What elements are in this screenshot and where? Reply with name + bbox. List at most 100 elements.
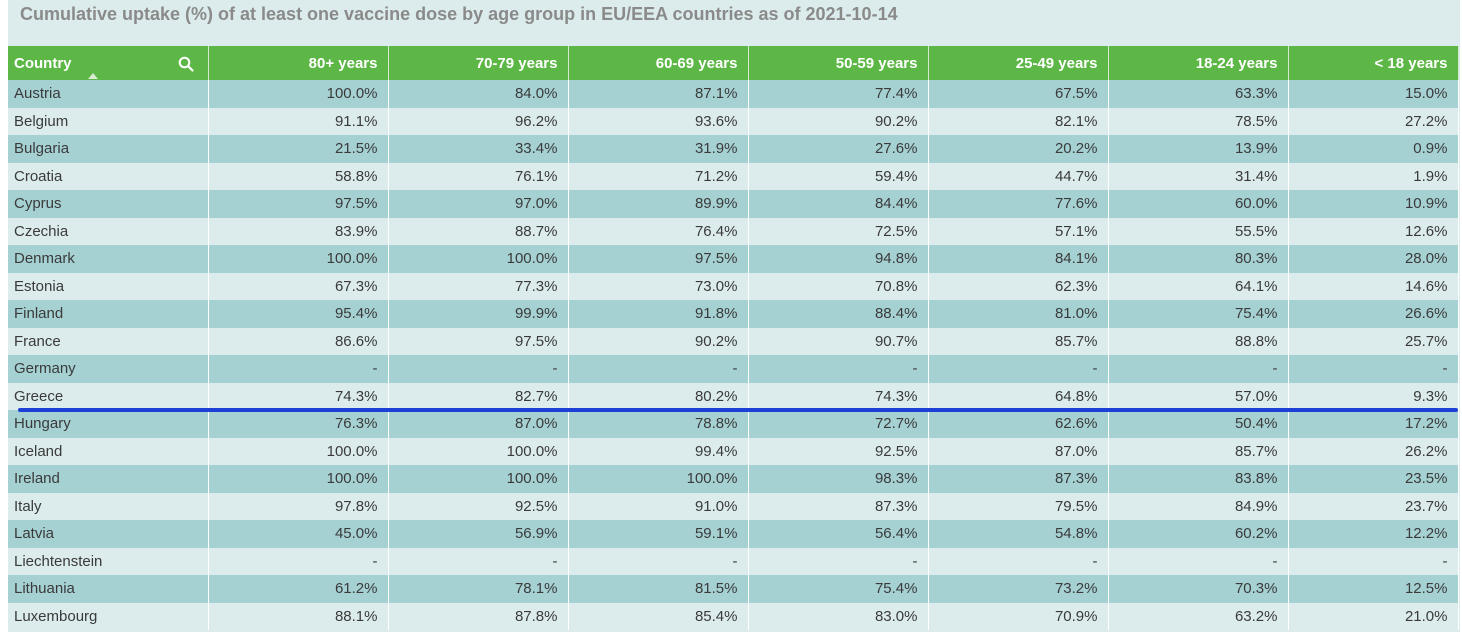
value-cell: 56.4% bbox=[748, 520, 929, 548]
value-cell: 87.3% bbox=[928, 465, 1109, 493]
column-header-label: Country bbox=[14, 54, 72, 72]
value-cell: 55.5% bbox=[1108, 217, 1289, 245]
value-cell: 73.2% bbox=[928, 575, 1109, 603]
value-cell: 87.8% bbox=[388, 602, 569, 630]
value-cell: 93.6% bbox=[568, 107, 749, 135]
country-cell: Cyprus bbox=[8, 190, 209, 218]
table-row: Bulgaria 21.5% 33.4% 31.9% 27.6% 20.2% 13.9% 0.… bbox=[8, 135, 1459, 163]
value-cell: 92.5% bbox=[388, 492, 569, 520]
value-cell: 12.6% bbox=[1288, 217, 1459, 245]
value-cell: 100.0% bbox=[388, 245, 569, 273]
column-header-80-plus[interactable]: 80+ years bbox=[208, 46, 389, 80]
value-cell: 84.0% bbox=[388, 80, 569, 108]
value-cell: 96.2% bbox=[388, 107, 569, 135]
value-cell: 100.0% bbox=[388, 437, 569, 465]
value-cell: 26.2% bbox=[1288, 437, 1459, 465]
table-row: Latvia 45.0% 56.9% 59.1% 56.4% 54.8% 60.2% 12.2… bbox=[8, 520, 1459, 548]
value-cell: 83.8% bbox=[1108, 465, 1289, 493]
search-icon[interactable] bbox=[178, 56, 194, 72]
value-cell: 99.4% bbox=[568, 437, 749, 465]
value-cell: 87.3% bbox=[748, 492, 929, 520]
column-header-country[interactable]: Country bbox=[8, 46, 209, 80]
value-cell: 88.8% bbox=[1108, 327, 1289, 355]
value-cell: 87.1% bbox=[568, 80, 749, 108]
value-cell: 100.0% bbox=[568, 465, 749, 493]
value-cell: - bbox=[388, 547, 569, 575]
country-cell: France bbox=[8, 327, 209, 355]
value-cell: 21.5% bbox=[208, 135, 389, 163]
value-cell: 78.1% bbox=[388, 575, 569, 603]
value-cell: 100.0% bbox=[388, 465, 569, 493]
value-cell: 77.4% bbox=[748, 80, 929, 108]
value-cell: 59.1% bbox=[568, 520, 749, 548]
column-header-25-49[interactable]: 25-49 years bbox=[928, 46, 1109, 80]
value-cell: 21.0% bbox=[1288, 602, 1459, 630]
table-row: Estonia 67.3% 77.3% 73.0% 70.8% 62.3% 64.1% 14.… bbox=[8, 272, 1459, 300]
value-cell: 45.0% bbox=[208, 520, 389, 548]
column-header-70-79[interactable]: 70-79 years bbox=[388, 46, 569, 80]
country-cell: Germany bbox=[8, 355, 209, 383]
column-header-50-59[interactable]: 50-59 years bbox=[748, 46, 929, 80]
table-row: Ireland 100.0% 100.0% 100.0% 98.3% 87.3% 83.8%… bbox=[8, 465, 1459, 493]
value-cell: 79.5% bbox=[928, 492, 1109, 520]
value-cell: 84.1% bbox=[928, 245, 1109, 273]
country-cell: Bulgaria bbox=[8, 135, 209, 163]
table-title: Cumulative uptake (%) of at least one va… bbox=[20, 4, 898, 24]
value-cell: 98.3% bbox=[748, 465, 929, 493]
value-cell: 14.6% bbox=[1288, 272, 1459, 300]
value-cell: 28.0% bbox=[1288, 245, 1459, 273]
value-cell: 64.1% bbox=[1108, 272, 1289, 300]
column-header-under-18[interactable]: < 18 years bbox=[1288, 46, 1459, 80]
value-cell: 90.2% bbox=[568, 327, 749, 355]
table-body: Austria 100.0% 84.0% 87.1% 77.4% 67.5% 63.3% 15… bbox=[8, 80, 1459, 630]
sort-ascending-icon[interactable] bbox=[88, 73, 98, 79]
value-cell: 92.5% bbox=[748, 437, 929, 465]
value-cell: 91.0% bbox=[568, 492, 749, 520]
value-cell: 82.1% bbox=[928, 107, 1109, 135]
value-cell: 62.3% bbox=[928, 272, 1109, 300]
value-cell: - bbox=[568, 355, 749, 383]
value-cell: 89.9% bbox=[568, 190, 749, 218]
country-cell: Lithuania bbox=[8, 575, 209, 603]
value-cell: 56.9% bbox=[388, 520, 569, 548]
value-cell: 27.6% bbox=[748, 135, 929, 163]
value-cell: 67.5% bbox=[928, 80, 1109, 108]
table-row: Croatia 58.8% 76.1% 71.2% 59.4% 44.7% 31.4% 1.9… bbox=[8, 162, 1459, 190]
country-cell: Ireland bbox=[8, 465, 209, 493]
value-cell: - bbox=[1288, 547, 1459, 575]
column-header-18-24[interactable]: 18-24 years bbox=[1108, 46, 1289, 80]
value-cell: 0.9% bbox=[1288, 135, 1459, 163]
value-cell: 17.2% bbox=[1288, 410, 1459, 438]
value-cell: 90.7% bbox=[748, 327, 929, 355]
country-cell: Finland bbox=[8, 300, 209, 328]
value-cell: 76.3% bbox=[208, 410, 389, 438]
value-cell: 74.3% bbox=[748, 382, 929, 410]
value-cell: 70.8% bbox=[748, 272, 929, 300]
value-cell: 67.3% bbox=[208, 272, 389, 300]
value-cell: 57.1% bbox=[928, 217, 1109, 245]
value-cell: 97.0% bbox=[388, 190, 569, 218]
value-cell: 12.5% bbox=[1288, 575, 1459, 603]
table-row: Lithuania 61.2% 78.1% 81.5% 75.4% 73.2% 70.3% 1… bbox=[8, 575, 1459, 603]
value-cell: 88.7% bbox=[388, 217, 569, 245]
value-cell: 87.0% bbox=[388, 410, 569, 438]
table-row: France 86.6% 97.5% 90.2% 90.7% 85.7% 88.8% 25.7… bbox=[8, 327, 1459, 355]
value-cell: 60.2% bbox=[1108, 520, 1289, 548]
value-cell: 81.5% bbox=[568, 575, 749, 603]
value-cell: 94.8% bbox=[748, 245, 929, 273]
value-cell: 85.4% bbox=[568, 602, 749, 630]
value-cell: 23.5% bbox=[1288, 465, 1459, 493]
value-cell: 84.9% bbox=[1108, 492, 1289, 520]
value-cell: 80.3% bbox=[1108, 245, 1289, 273]
value-cell: 15.0% bbox=[1288, 80, 1459, 108]
country-cell: Austria bbox=[8, 80, 209, 108]
value-cell: 59.4% bbox=[748, 162, 929, 190]
value-cell: 80.2% bbox=[568, 382, 749, 410]
table-widget: Cumulative uptake (%) of at least one va… bbox=[8, 0, 1460, 632]
value-cell: 23.7% bbox=[1288, 492, 1459, 520]
country-cell: Italy bbox=[8, 492, 209, 520]
value-cell: 81.0% bbox=[928, 300, 1109, 328]
column-header-60-69[interactable]: 60-69 years bbox=[568, 46, 749, 80]
value-cell: 61.2% bbox=[208, 575, 389, 603]
value-cell: 13.9% bbox=[1108, 135, 1289, 163]
